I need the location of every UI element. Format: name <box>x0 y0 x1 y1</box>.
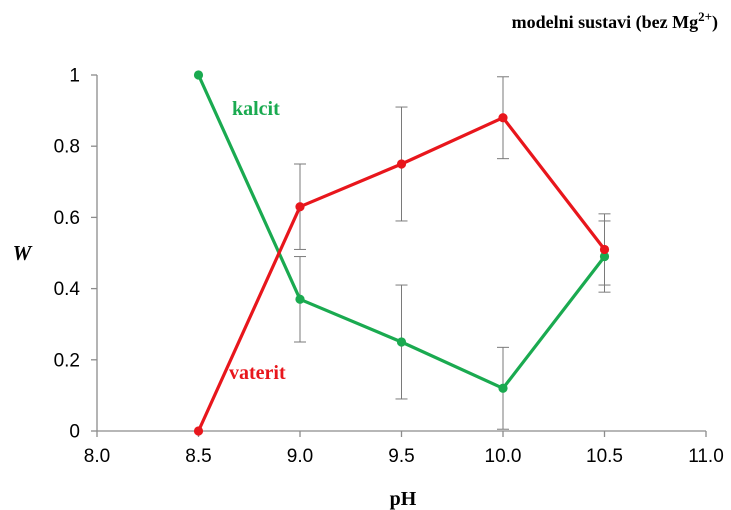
data-point-vaterit <box>295 202 305 212</box>
x-tick-label: 8.0 <box>84 446 110 467</box>
data-point-kalcit <box>295 294 305 304</box>
series-points <box>193 70 610 436</box>
y-tick-label: 1 <box>69 66 80 87</box>
error-bars <box>294 76 611 430</box>
y-tick-label: 0.2 <box>54 350 80 371</box>
y-tick-label: 0.8 <box>54 137 80 158</box>
series-label-kalcit: kalcit <box>232 98 280 120</box>
series-label-vaterit: vaterit <box>229 362 286 384</box>
x-tick-label: 11.0 <box>688 446 724 467</box>
y-tick-label: 0.6 <box>54 208 80 229</box>
data-point-kalcit <box>599 251 610 262</box>
x-tick-label: 10.5 <box>586 446 623 467</box>
y-tick-label: 0 <box>69 422 80 443</box>
x-tick-label: 8.5 <box>185 446 211 467</box>
data-point-vaterit <box>599 244 610 255</box>
data-point-vaterit <box>193 426 204 436</box>
x-tick-label: 9.0 <box>287 446 313 467</box>
data-point-kalcit <box>498 383 508 393</box>
chart-title: modelni sustavi (bez Mg2+) <box>512 9 718 33</box>
x-axis-label: pH <box>390 488 417 510</box>
chart-title-close: ) <box>712 12 718 33</box>
data-point-vaterit <box>396 159 407 169</box>
y-tick-label: 0.4 <box>54 279 81 300</box>
data-point-kalcit <box>396 337 407 347</box>
axes: 0 0.2 0.4 0.6 0.8 1 8.0 8.5 9.0 9.5 10.0 10.5 11.0 <box>54 66 724 468</box>
x-tick-label: 9.5 <box>388 446 414 467</box>
chart-title-superscript: 2+ <box>698 9 712 24</box>
y-axis-label: W <box>13 241 33 265</box>
data-point-vaterit <box>498 113 508 123</box>
x-tick-label: 10.0 <box>485 446 522 467</box>
data-point-kalcit <box>193 70 204 80</box>
